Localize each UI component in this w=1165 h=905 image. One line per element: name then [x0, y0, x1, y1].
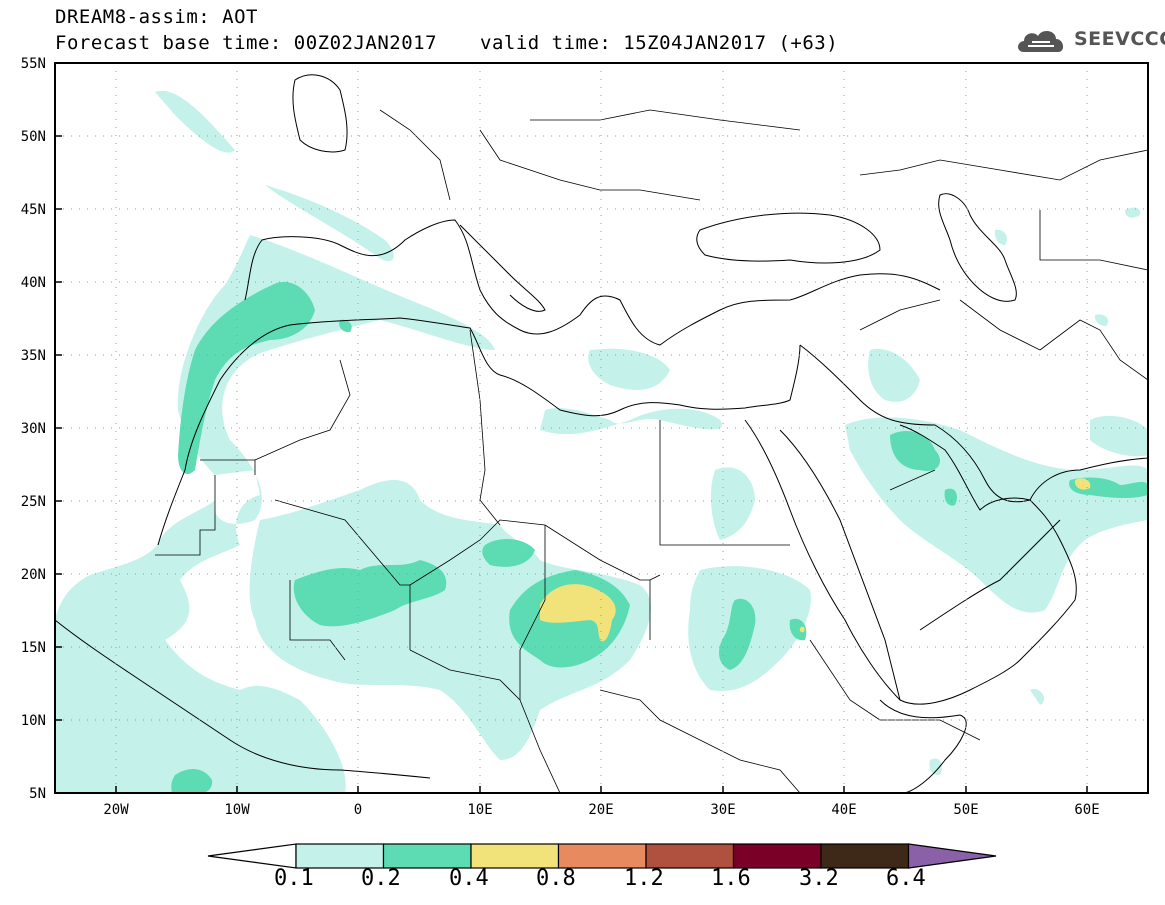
logo-text: SEEVCCC — [1074, 28, 1165, 50]
lon-label: 50E — [953, 802, 978, 818]
colorbar-bin — [295, 843, 385, 869]
lat-lon-grid — [55, 63, 1148, 793]
coastlines — [55, 74, 1148, 793]
lon-label: 30E — [710, 802, 735, 818]
aot-layer-0-4 — [540, 478, 1091, 642]
colorbar-label: 0.4 — [449, 866, 489, 891]
lat-label: 45N — [21, 202, 46, 218]
lon-label: 40E — [831, 802, 856, 818]
valid-time: valid time: 15Z04JAN2017 (+63) — [480, 32, 839, 54]
colorbar-label: 0.8 — [536, 866, 576, 891]
forecast-base-time: Forecast base time: 00Z02JAN2017 — [55, 32, 438, 54]
lat-label: 50N — [21, 129, 46, 145]
lon-label: 0 — [354, 802, 362, 818]
lat-label: 5N — [29, 786, 46, 802]
colorbar-low-arrow — [207, 843, 297, 869]
lat-label: 20N — [21, 567, 46, 583]
colorbar-label: 6.4 — [886, 866, 926, 891]
colorbar — [207, 843, 997, 869]
colorbar-bin — [820, 843, 910, 869]
colorbar-bin — [732, 843, 822, 869]
aot-layer-0-1 — [55, 90, 1148, 793]
colorbar-label: 1.6 — [711, 866, 751, 891]
longitude-labels: 20W 10W 0 10E 20E 30E 40E 50E 60E — [103, 802, 1099, 818]
colorbar-label: 0.2 — [361, 866, 401, 891]
lat-label: 30N — [21, 421, 46, 437]
colorbar-bin — [470, 843, 560, 869]
latitude-labels: 55N 50N 45N 40N 35N 30N 25N 20N 15N 10N … — [21, 56, 46, 802]
lat-label: 55N — [21, 56, 46, 72]
colorbar-bin — [645, 843, 735, 869]
cloud-logo-icon — [1018, 30, 1064, 52]
lon-label: 10W — [224, 802, 250, 818]
lat-label: 10N — [21, 713, 46, 729]
colorbar-label: 0.1 — [274, 866, 314, 891]
lon-label: 10E — [467, 802, 492, 818]
axis-ticks — [55, 62, 1088, 793]
colorbar-bin — [382, 843, 472, 869]
lon-label: 20E — [588, 802, 613, 818]
lon-label: 60E — [1074, 802, 1099, 818]
colorbar-label: 1.2 — [624, 866, 664, 891]
colorbar-bin — [557, 843, 647, 869]
lat-label: 35N — [21, 348, 46, 364]
country-borders — [155, 109, 1148, 793]
map-title: DREAM8-assim: AOT — [55, 6, 258, 28]
lat-label: 40N — [21, 275, 46, 291]
lon-label: 20W — [103, 802, 129, 818]
aot-fields — [55, 90, 1148, 793]
colorbar-label: 3.2 — [799, 866, 839, 891]
colorbar-high-arrow — [907, 843, 997, 869]
lat-label: 25N — [21, 494, 46, 510]
lat-label: 15N — [21, 640, 46, 656]
